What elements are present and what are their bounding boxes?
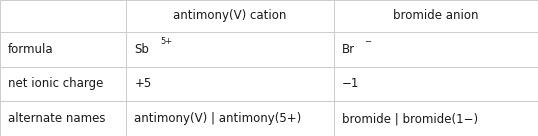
Text: −1: −1	[342, 78, 359, 90]
Bar	[126, 67, 334, 101]
Bar	[334, 67, 538, 101]
Text: alternate names: alternate names	[8, 112, 105, 125]
Text: antimony(V) | antimony(5+): antimony(V) | antimony(5+)	[134, 112, 302, 125]
Bar	[126, 0, 334, 32]
Bar	[0, 32, 126, 67]
Text: Sb: Sb	[134, 43, 150, 56]
Text: antimony(V) cation: antimony(V) cation	[173, 10, 287, 22]
Bar	[334, 101, 538, 136]
Text: net ionic charge: net ionic charge	[8, 78, 103, 90]
Text: formula: formula	[8, 43, 54, 56]
Text: −: −	[364, 37, 371, 46]
Bar	[126, 101, 334, 136]
Text: bromide | bromide(1−): bromide | bromide(1−)	[342, 112, 478, 125]
Bar	[334, 32, 538, 67]
Bar	[334, 0, 538, 32]
Bar	[0, 0, 126, 32]
Text: +5: +5	[134, 78, 152, 90]
Bar	[0, 67, 126, 101]
Bar	[0, 101, 126, 136]
Text: bromide anion: bromide anion	[393, 10, 478, 22]
Text: 5+: 5+	[160, 37, 173, 46]
Text: Br: Br	[342, 43, 355, 56]
Bar	[126, 32, 334, 67]
